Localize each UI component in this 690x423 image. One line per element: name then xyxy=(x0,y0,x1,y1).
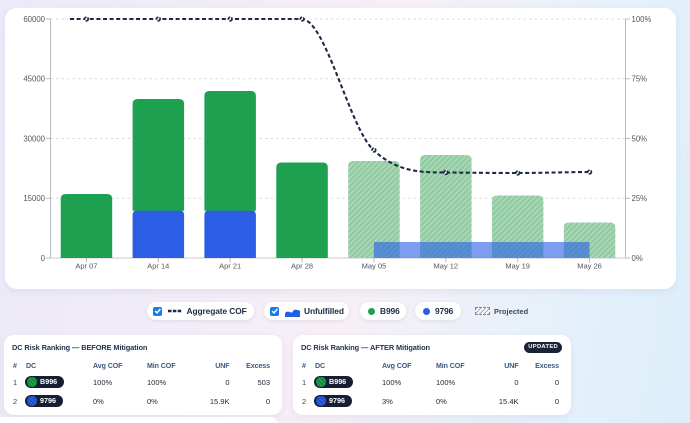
svg-text:15000: 15000 xyxy=(23,194,45,203)
svg-text:Apr 07: Apr 07 xyxy=(75,262,97,271)
svg-text:May 26: May 26 xyxy=(577,262,602,271)
svg-text:75%: 75% xyxy=(632,75,648,84)
svg-text:100%: 100% xyxy=(632,15,652,24)
svg-text:0%: 0% xyxy=(632,254,643,263)
svg-text:60000: 60000 xyxy=(23,15,45,24)
svg-text:50%: 50% xyxy=(632,134,648,143)
svg-text:45000: 45000 xyxy=(23,75,45,84)
svg-text:May 19: May 19 xyxy=(505,262,530,271)
svg-text:30000: 30000 xyxy=(23,134,45,143)
svg-text:May 05: May 05 xyxy=(362,262,387,271)
svg-text:0: 0 xyxy=(41,254,46,263)
svg-text:25%: 25% xyxy=(632,194,648,203)
svg-text:Apr 14: Apr 14 xyxy=(147,262,169,271)
svg-text:Apr 21: Apr 21 xyxy=(219,262,241,271)
svg-text:Apr 28: Apr 28 xyxy=(291,262,313,271)
svg-text:May 12: May 12 xyxy=(434,262,459,271)
